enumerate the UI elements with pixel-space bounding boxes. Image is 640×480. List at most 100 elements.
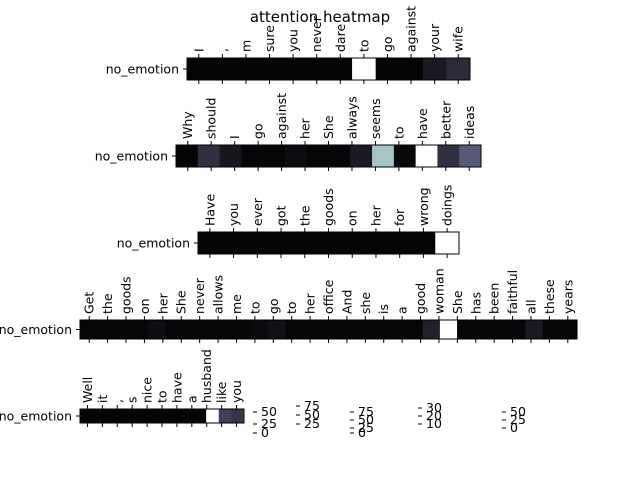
heatmap-cell xyxy=(337,320,355,339)
heatmap-cell xyxy=(352,58,377,80)
token-label: it xyxy=(95,395,110,403)
heatmap-cell xyxy=(354,320,372,339)
heatmap-cell xyxy=(176,145,199,167)
token-label: is xyxy=(376,304,391,314)
heatmap-cell xyxy=(375,58,400,80)
token-label: Have xyxy=(202,194,217,226)
heatmap-cell xyxy=(435,232,460,254)
colorbar-tick-label: 50 xyxy=(304,407,320,422)
token-label: allows xyxy=(211,275,226,314)
heatmap-cell xyxy=(411,232,436,254)
heatmap-cell xyxy=(245,232,270,254)
heatmap-cell xyxy=(328,58,353,80)
token-label: you xyxy=(229,380,244,403)
heatmap-panel: no_emotion Well it, s nice to have a husband like… xyxy=(0,349,245,427)
heatmap-cell xyxy=(187,58,211,80)
token-label: years xyxy=(560,280,575,314)
heatmap-cell xyxy=(371,320,389,339)
token-label: to xyxy=(247,301,262,314)
colorbar-tick-label: 75 xyxy=(358,404,374,419)
row-label: no_emotion xyxy=(95,149,168,164)
token-label: go xyxy=(266,298,281,314)
chart-title: attention heatmap xyxy=(250,8,390,26)
colorbar-tick-label: 25 xyxy=(304,416,320,431)
token-label: I xyxy=(191,48,206,52)
heatmap-cell xyxy=(80,320,98,339)
heatmap-cell xyxy=(285,320,304,339)
token-label: wife xyxy=(451,26,466,52)
token-label: go xyxy=(251,123,266,139)
row-label: no_emotion xyxy=(117,236,190,251)
token-label: have xyxy=(415,108,430,139)
heatmap-cell xyxy=(372,145,395,167)
token-label: seems xyxy=(368,98,383,139)
heatmap-cell xyxy=(405,320,424,339)
token-label: , xyxy=(110,399,125,403)
token-label: wrong xyxy=(416,187,431,226)
token-label: good xyxy=(413,283,428,314)
token-label: never xyxy=(309,15,324,52)
colorbar-tick-label: 25 xyxy=(261,416,277,431)
heatmap-cell xyxy=(474,320,492,339)
token-label: s xyxy=(125,396,140,403)
heatmap-cell xyxy=(559,320,578,339)
token-label: you xyxy=(226,203,241,226)
heatmap-cell xyxy=(257,58,282,80)
heatmap-cell xyxy=(284,145,308,167)
token-label: ideas xyxy=(462,106,477,139)
heatmap-cell xyxy=(415,145,438,167)
colorbar-tick-label: 25 xyxy=(358,420,374,435)
heatmap-cell xyxy=(131,320,149,339)
token-label: always xyxy=(345,96,360,139)
row-label: no_emotion xyxy=(0,409,72,424)
heatmap-cell xyxy=(251,320,269,339)
token-label: on xyxy=(137,298,152,314)
heatmap-cell xyxy=(182,320,201,339)
row-label: no_emotion xyxy=(0,322,72,337)
token-label: me xyxy=(229,294,244,314)
heatmap-cell xyxy=(491,320,509,339)
heatmap-cell xyxy=(263,145,286,167)
heatmap-cell xyxy=(364,232,389,254)
heatmap-cell xyxy=(193,409,207,423)
heatmap-cell xyxy=(399,58,424,80)
heatmap-panel: no_emotion Have you ever got the goods on her for… xyxy=(117,185,460,258)
heatmap-cell xyxy=(221,232,246,254)
heatmap-cell xyxy=(92,409,106,423)
heatmap-cell xyxy=(217,320,235,339)
heatmap-cell xyxy=(234,320,252,339)
heatmap-cell xyxy=(306,145,329,167)
token-label: sure xyxy=(262,25,277,52)
token-label: She xyxy=(174,290,189,314)
heatmap-cell xyxy=(130,409,144,423)
heatmap-cell xyxy=(328,145,351,167)
heatmap-cell xyxy=(446,58,471,80)
token-label: a xyxy=(184,395,199,403)
heatmap-cell xyxy=(269,232,294,254)
token-label: these xyxy=(542,279,557,314)
token-label: , xyxy=(215,48,230,52)
heatmap-cell xyxy=(393,145,417,167)
heatmap-cell xyxy=(218,409,232,423)
token-label: you xyxy=(286,29,301,52)
colorbar-tick-label: 0 xyxy=(510,420,518,435)
heatmap-cell xyxy=(197,145,220,167)
token-label: has xyxy=(468,292,483,314)
token-label: goods xyxy=(119,276,134,314)
token-label: she xyxy=(358,292,373,314)
heatmap-cell xyxy=(422,58,447,80)
heatmap-cell xyxy=(165,320,184,339)
heatmap-cell xyxy=(459,145,482,167)
token-label: She xyxy=(321,115,336,139)
heatmap-cell xyxy=(206,409,220,423)
token-label: go xyxy=(380,36,395,52)
colorbar-tick-label: 50 xyxy=(261,404,277,419)
token-label: m xyxy=(239,40,254,52)
token-label: on xyxy=(345,210,360,226)
token-label: should xyxy=(204,98,219,139)
token-label: to xyxy=(284,301,299,314)
token-label: husband xyxy=(199,349,214,403)
